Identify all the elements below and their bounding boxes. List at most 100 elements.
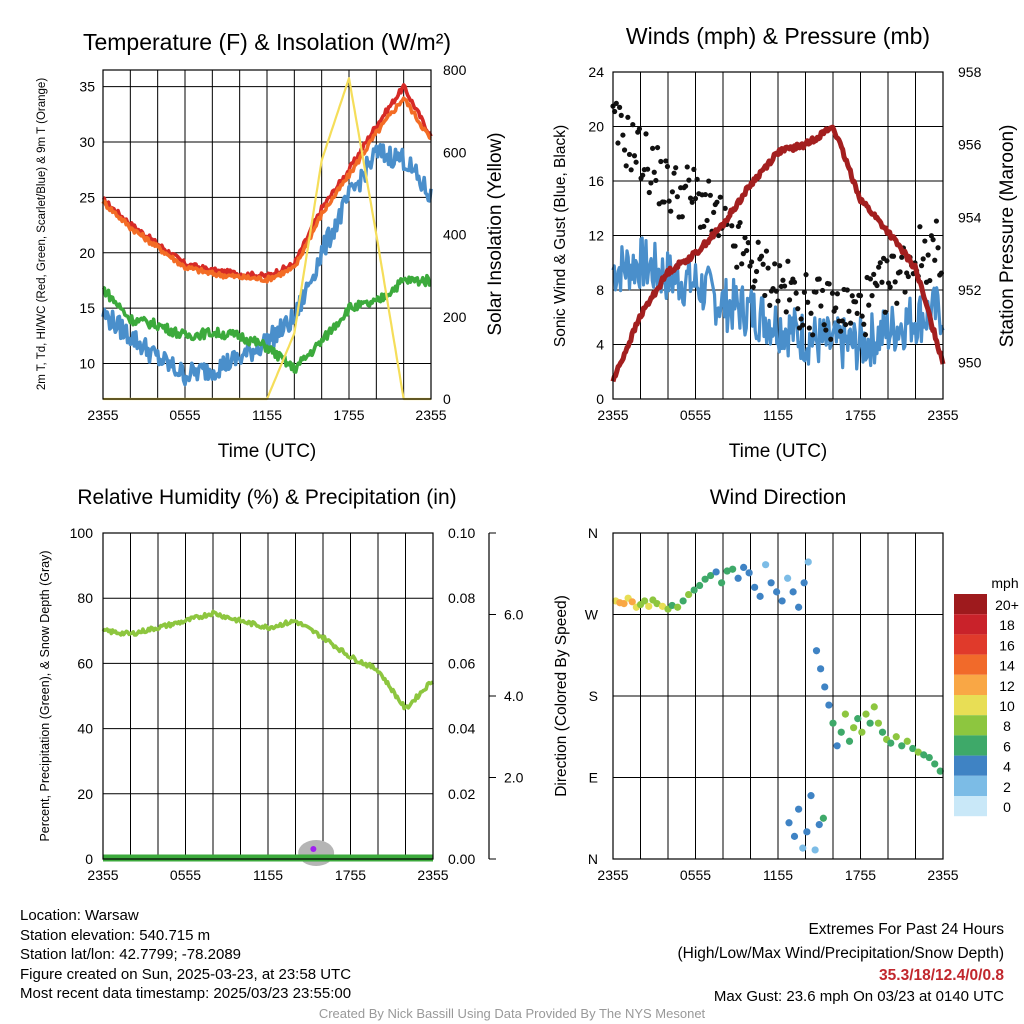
- gust-point: [838, 328, 844, 334]
- wind-direction-point: [925, 753, 933, 762]
- legend-label: 8: [1003, 718, 1011, 734]
- legend-label: 10: [999, 698, 1015, 714]
- rh-series-line: [101, 609, 434, 711]
- gust-point: [925, 252, 931, 258]
- legend-swatch: [954, 715, 987, 736]
- wind-direction-point: [723, 567, 731, 575]
- y-tick-label: S: [589, 688, 598, 704]
- x-tick-label: 1155: [763, 407, 793, 423]
- y-left-tick-label: 12: [588, 228, 604, 244]
- gust-point: [879, 279, 885, 285]
- gust-point: [933, 218, 940, 224]
- legend-swatch: [954, 674, 987, 695]
- gust-point: [928, 233, 935, 239]
- gust-point: [791, 279, 798, 285]
- y-right-axis-label: Station Pressure (Maroon): [997, 125, 1018, 348]
- gust-point: [783, 309, 789, 315]
- y-left-tick-label: 24: [588, 64, 604, 80]
- wind-direction-point: [862, 710, 870, 718]
- temp-series-line: [101, 143, 433, 387]
- legend-swatch: [954, 594, 987, 615]
- legend-swatch: [954, 654, 987, 675]
- extremes-box: Extremes For Past 24 Hours (High/Low/Max…: [678, 918, 1005, 1008]
- gust-point: [687, 195, 694, 201]
- gust-point: [618, 112, 624, 118]
- y-left-tick-label: 0: [85, 851, 93, 867]
- y-left-axis-label: 2m T, Td, HI/WC (Red, Green, Scarlet/Blu…: [36, 78, 48, 390]
- chart-title: Wind Direction: [710, 486, 847, 509]
- gust-point: [775, 298, 781, 304]
- gust-point: [740, 251, 746, 257]
- gust-point: [871, 271, 877, 278]
- gust-point: [666, 198, 672, 204]
- gust-point: [742, 235, 748, 241]
- gust-point: [745, 240, 751, 246]
- gust-point: [844, 287, 850, 293]
- wind-direction-point: [909, 744, 917, 753]
- y-left-tick-label: 8: [596, 282, 604, 298]
- gust-point: [793, 290, 799, 296]
- legend-swatch: [954, 735, 987, 756]
- gust-point: [848, 320, 854, 326]
- y-mid-tick-label: 0.00: [448, 851, 475, 867]
- legend-swatch: [954, 796, 987, 817]
- wind-direction-point: [803, 828, 811, 836]
- gust-point: [767, 302, 773, 308]
- gust-point: [633, 159, 639, 165]
- wind-direction-point: [936, 767, 944, 775]
- gust-point: [905, 273, 911, 280]
- wind-direction-point: [795, 805, 803, 813]
- x-tick-label: 2355: [87, 407, 118, 423]
- y-right-tick-label: 952: [958, 282, 982, 298]
- gust-point: [752, 278, 758, 284]
- gust-point: [834, 291, 841, 297]
- y-left-tick-label: 20: [77, 786, 93, 802]
- x-tick-label: 0555: [169, 407, 200, 423]
- gust-point: [849, 293, 855, 299]
- x-tick-label: 0555: [680, 407, 711, 423]
- x-axis-label: Time (UTC): [218, 441, 317, 462]
- y-left-tick-label: 30: [79, 134, 95, 150]
- wind-direction-point: [811, 846, 819, 854]
- y-right-tick-label: 2.0: [504, 770, 524, 786]
- x-tick-label: 0555: [170, 867, 201, 883]
- y-right-tick-label: 4.0: [504, 688, 524, 704]
- wind-direction-point: [819, 814, 827, 822]
- wind-direction-point: [751, 583, 759, 591]
- wind-direction-point: [841, 710, 849, 718]
- gust-point: [899, 254, 905, 260]
- y-left-tick-label: 80: [77, 590, 93, 606]
- gust-point: [869, 293, 875, 299]
- gust-point: [862, 332, 869, 338]
- wind-direction-point: [701, 575, 709, 583]
- y-left-tick-label: 10: [79, 356, 95, 372]
- gust-point: [859, 313, 865, 319]
- wind-direction-point: [898, 742, 906, 750]
- gust-point: [852, 299, 859, 305]
- wind-direction-point: [653, 600, 661, 608]
- gust-point: [918, 263, 925, 269]
- gust-point: [671, 170, 677, 176]
- gust-point: [626, 151, 633, 158]
- wind-direction-point: [874, 719, 882, 727]
- gust-point: [887, 284, 893, 290]
- y-right-tick-label: 958: [958, 64, 982, 80]
- gust-point: [877, 260, 883, 266]
- gust-point: [653, 177, 659, 184]
- gust-point: [810, 332, 816, 338]
- elevation-text: Station elevation: 540.715 m: [20, 926, 211, 944]
- gust-point: [613, 100, 619, 106]
- gust-point: [755, 239, 761, 245]
- x-tick-label: 1155: [253, 867, 283, 883]
- gust-point: [704, 217, 710, 224]
- gust-point: [636, 126, 643, 132]
- snow-depth-area: [298, 840, 335, 866]
- gust-point: [805, 299, 811, 305]
- x-tick-label: 2355: [417, 867, 448, 883]
- y-tick-label: N: [588, 851, 598, 867]
- gust-point: [843, 321, 849, 328]
- gust-point: [932, 257, 938, 263]
- temp-series-line: [101, 96, 432, 284]
- legend-swatch: [954, 755, 987, 776]
